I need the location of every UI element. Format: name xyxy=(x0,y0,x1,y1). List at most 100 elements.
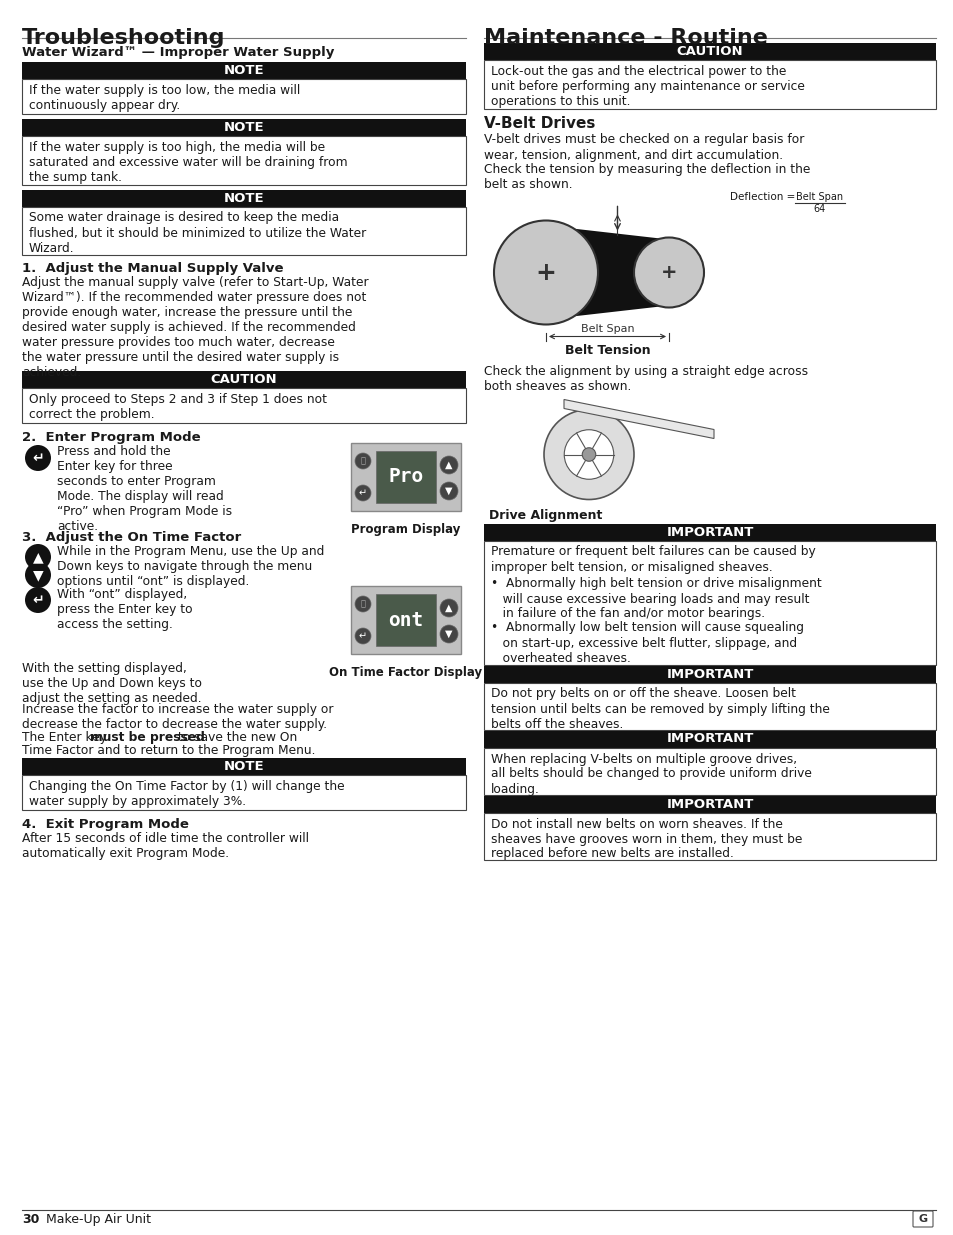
Text: Do not install new belts on worn sheaves. If the
sheaves have grooves worn in th: Do not install new belts on worn sheaves… xyxy=(491,818,801,861)
Text: 2.  Enter Program Mode: 2. Enter Program Mode xyxy=(22,431,200,445)
Bar xyxy=(483,43,935,61)
Text: ▲: ▲ xyxy=(445,459,453,471)
Bar xyxy=(483,666,935,683)
Circle shape xyxy=(634,237,703,308)
Text: CAUTION: CAUTION xyxy=(676,44,742,58)
Text: Make-Up Air Unit: Make-Up Air Unit xyxy=(46,1213,151,1226)
Text: V-Belt Drives: V-Belt Drives xyxy=(483,116,595,131)
Text: NOTE: NOTE xyxy=(223,191,264,205)
Text: 1.  Adjust the Manual Supply Valve: 1. Adjust the Manual Supply Valve xyxy=(22,262,283,275)
Text: If the water supply is too low, the media will
continuously appear dry.: If the water supply is too low, the medi… xyxy=(29,84,300,112)
Bar xyxy=(483,795,935,813)
Text: Press and hold the
Enter key for three
seconds to enter Program
Mode. The displa: Press and hold the Enter key for three s… xyxy=(57,445,232,534)
Text: ▼: ▼ xyxy=(445,487,453,496)
Bar xyxy=(483,747,935,794)
Text: +: + xyxy=(535,261,556,284)
Circle shape xyxy=(25,562,51,588)
Text: On Time Factor Display: On Time Factor Display xyxy=(329,666,482,679)
Text: ▲: ▲ xyxy=(32,550,43,564)
Circle shape xyxy=(543,410,634,499)
Text: ▲: ▲ xyxy=(445,603,453,613)
Text: must be pressed: must be pressed xyxy=(90,731,205,743)
Text: ↵: ↵ xyxy=(32,451,44,466)
Bar xyxy=(375,594,436,646)
Text: NOTE: NOTE xyxy=(223,760,264,773)
Text: IMPORTANT: IMPORTANT xyxy=(665,798,753,810)
Bar xyxy=(22,119,465,136)
Text: Some water drainage is desired to keep the media
flushed, but it should be minim: Some water drainage is desired to keep t… xyxy=(29,211,366,254)
Bar xyxy=(22,79,465,114)
Circle shape xyxy=(439,456,457,474)
Circle shape xyxy=(581,448,595,461)
Circle shape xyxy=(355,629,371,643)
Text: Changing the On Time Factor by (1) will change the
water supply by approximately: Changing the On Time Factor by (1) will … xyxy=(29,781,344,808)
Circle shape xyxy=(25,445,51,471)
Text: G: G xyxy=(918,1214,926,1224)
Text: ↵: ↵ xyxy=(358,488,367,498)
Text: Lock-out the gas and the electrical power to the
unit before performing any main: Lock-out the gas and the electrical powe… xyxy=(491,65,804,107)
FancyBboxPatch shape xyxy=(912,1212,932,1228)
Text: NOTE: NOTE xyxy=(223,121,264,135)
Bar xyxy=(22,206,465,254)
Text: +: + xyxy=(660,263,677,282)
Text: V-belt drives must be checked on a regular basis for
wear, tension, alignment, a: V-belt drives must be checked on a regul… xyxy=(483,133,803,162)
Polygon shape xyxy=(545,226,668,320)
Text: Program Display: Program Display xyxy=(351,522,460,536)
Text: Maintenance - Routine: Maintenance - Routine xyxy=(483,28,767,48)
Text: Adjust the manual supply valve (refer to Start-Up, Water
Wizard™). If the recomm: Adjust the manual supply valve (refer to… xyxy=(22,275,368,379)
Text: Pro: Pro xyxy=(388,468,423,487)
Text: ↵: ↵ xyxy=(358,631,367,641)
Text: Deflection =: Deflection = xyxy=(729,191,798,201)
Bar xyxy=(22,370,465,388)
Text: Water Wizard™ — Improper Water Supply: Water Wizard™ — Improper Water Supply xyxy=(22,46,334,59)
Bar xyxy=(483,730,935,747)
Text: Increase the factor to increase the water supply or
decrease the factor to decre: Increase the factor to increase the wate… xyxy=(22,703,334,731)
Text: Belt Span: Belt Span xyxy=(796,193,842,203)
Text: Premature or frequent belt failures can be caused by
improper belt tension, or m: Premature or frequent belt failures can … xyxy=(491,546,815,573)
Text: CAUTION: CAUTION xyxy=(211,373,277,387)
Bar xyxy=(22,136,465,184)
Text: With “ont” displayed,
press the Enter key to
access the setting.: With “ont” displayed, press the Enter ke… xyxy=(57,588,193,631)
Text: If the water supply is too high, the media will be
saturated and excessive water: If the water supply is too high, the med… xyxy=(29,141,347,184)
Circle shape xyxy=(439,482,457,500)
Circle shape xyxy=(494,221,598,325)
Text: 30: 30 xyxy=(22,1213,39,1226)
Text: With the setting displayed,
use the Up and Down keys to
adjust the setting as ne: With the setting displayed, use the Up a… xyxy=(22,662,202,705)
Text: ▼: ▼ xyxy=(32,568,43,582)
Bar xyxy=(351,443,460,511)
Text: After 15 seconds of idle time the controller will
automatically exit Program Mod: After 15 seconds of idle time the contro… xyxy=(22,832,309,860)
Bar xyxy=(375,451,436,503)
Text: ont: ont xyxy=(388,610,423,630)
Text: ↵: ↵ xyxy=(32,593,44,606)
Text: NOTE: NOTE xyxy=(223,64,264,77)
Text: IMPORTANT: IMPORTANT xyxy=(665,526,753,538)
Text: While in the Program Menu, use the Up and
Down keys to navigate through the menu: While in the Program Menu, use the Up an… xyxy=(57,545,324,588)
Text: The Enter key: The Enter key xyxy=(22,731,111,743)
Circle shape xyxy=(355,597,371,613)
Text: Time Factor and to return to the Program Menu.: Time Factor and to return to the Program… xyxy=(22,743,315,757)
Bar xyxy=(22,388,465,424)
Circle shape xyxy=(25,587,51,613)
Text: Do not pry belts on or off the sheave. Loosen belt
tension until belts can be re: Do not pry belts on or off the sheave. L… xyxy=(491,688,829,730)
Text: Troubleshooting: Troubleshooting xyxy=(22,28,225,48)
Text: 64: 64 xyxy=(813,205,825,215)
Circle shape xyxy=(355,453,371,469)
Bar xyxy=(483,683,935,730)
Text: ⏻: ⏻ xyxy=(360,599,365,609)
Bar xyxy=(22,758,465,776)
Text: Check the tension by measuring the deflection in the
belt as shown.: Check the tension by measuring the defle… xyxy=(483,163,809,191)
Bar xyxy=(351,585,460,655)
Bar xyxy=(22,776,465,810)
Text: Only proceed to Steps 2 and 3 if Step 1 does not
correct the problem.: Only proceed to Steps 2 and 3 if Step 1 … xyxy=(29,393,327,421)
Text: Belt Span: Belt Span xyxy=(580,324,634,333)
Text: IMPORTANT: IMPORTANT xyxy=(665,732,753,746)
Text: 3.  Adjust the On Time Factor: 3. Adjust the On Time Factor xyxy=(22,531,241,543)
Text: IMPORTANT: IMPORTANT xyxy=(665,667,753,680)
Text: ⏻: ⏻ xyxy=(360,457,365,466)
Circle shape xyxy=(25,543,51,571)
Circle shape xyxy=(439,599,457,618)
Circle shape xyxy=(439,625,457,643)
Text: Check the alignment by using a straight edge across
both sheaves as shown.: Check the alignment by using a straight … xyxy=(483,364,807,393)
Bar xyxy=(22,189,465,206)
Text: •  Abnormally low belt tension will cause squealing
   on start-up, excessive be: • Abnormally low belt tension will cause… xyxy=(491,621,803,664)
